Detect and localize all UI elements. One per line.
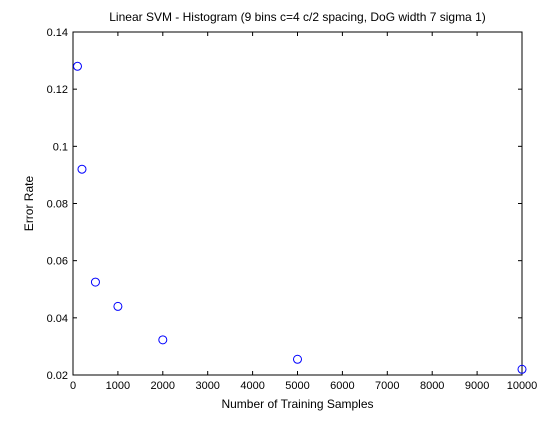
x-tick-label: 5000 — [285, 380, 309, 392]
chart-title: Linear SVM - Histogram (9 bins c=4 c/2 s… — [109, 10, 486, 24]
y-tick-label: 0.14 — [47, 27, 68, 39]
y-tick-label: 0.04 — [47, 313, 68, 325]
data-point — [72, 61, 82, 71]
data-point — [158, 335, 168, 345]
x-tick-label: 8000 — [420, 380, 444, 392]
x-tick-label: 10000 — [507, 380, 538, 392]
x-tick-label: 7000 — [375, 380, 399, 392]
data-point — [90, 277, 100, 287]
data-points — [72, 61, 527, 374]
x-tick-label: 1000 — [106, 380, 130, 392]
y-axis-label: Error Rate — [22, 176, 36, 232]
plot-area — [72, 31, 523, 376]
x-axis-ticks: 0 1000 2000 3000 4000 5000 6000 7000 8000 9000 100… — [70, 32, 537, 392]
y-tick-label: 0.08 — [47, 199, 68, 211]
y-axis-ticks: 0.02 0.04 0.06 0.08 0.1 0.12 0.14 — [47, 27, 522, 382]
data-point — [517, 364, 527, 374]
data-point — [293, 354, 302, 364]
x-tick-label: 3000 — [195, 380, 219, 392]
y-tick-label: 0.06 — [47, 256, 68, 268]
y-tick-label: 0.02 — [47, 370, 68, 382]
y-tick-label: 0.1 — [53, 141, 68, 153]
data-point — [113, 301, 123, 311]
x-tick-label: 2000 — [151, 380, 175, 392]
x-tick-label: 9000 — [465, 380, 489, 392]
x-tick-label: 0 — [70, 380, 76, 392]
y-tick-label: 0.12 — [47, 84, 68, 96]
x-tick-label: 6000 — [330, 380, 354, 392]
data-point — [77, 164, 87, 174]
x-tick-label: 4000 — [240, 380, 264, 392]
x-axis-label: Number of Training Samples — [221, 397, 373, 411]
